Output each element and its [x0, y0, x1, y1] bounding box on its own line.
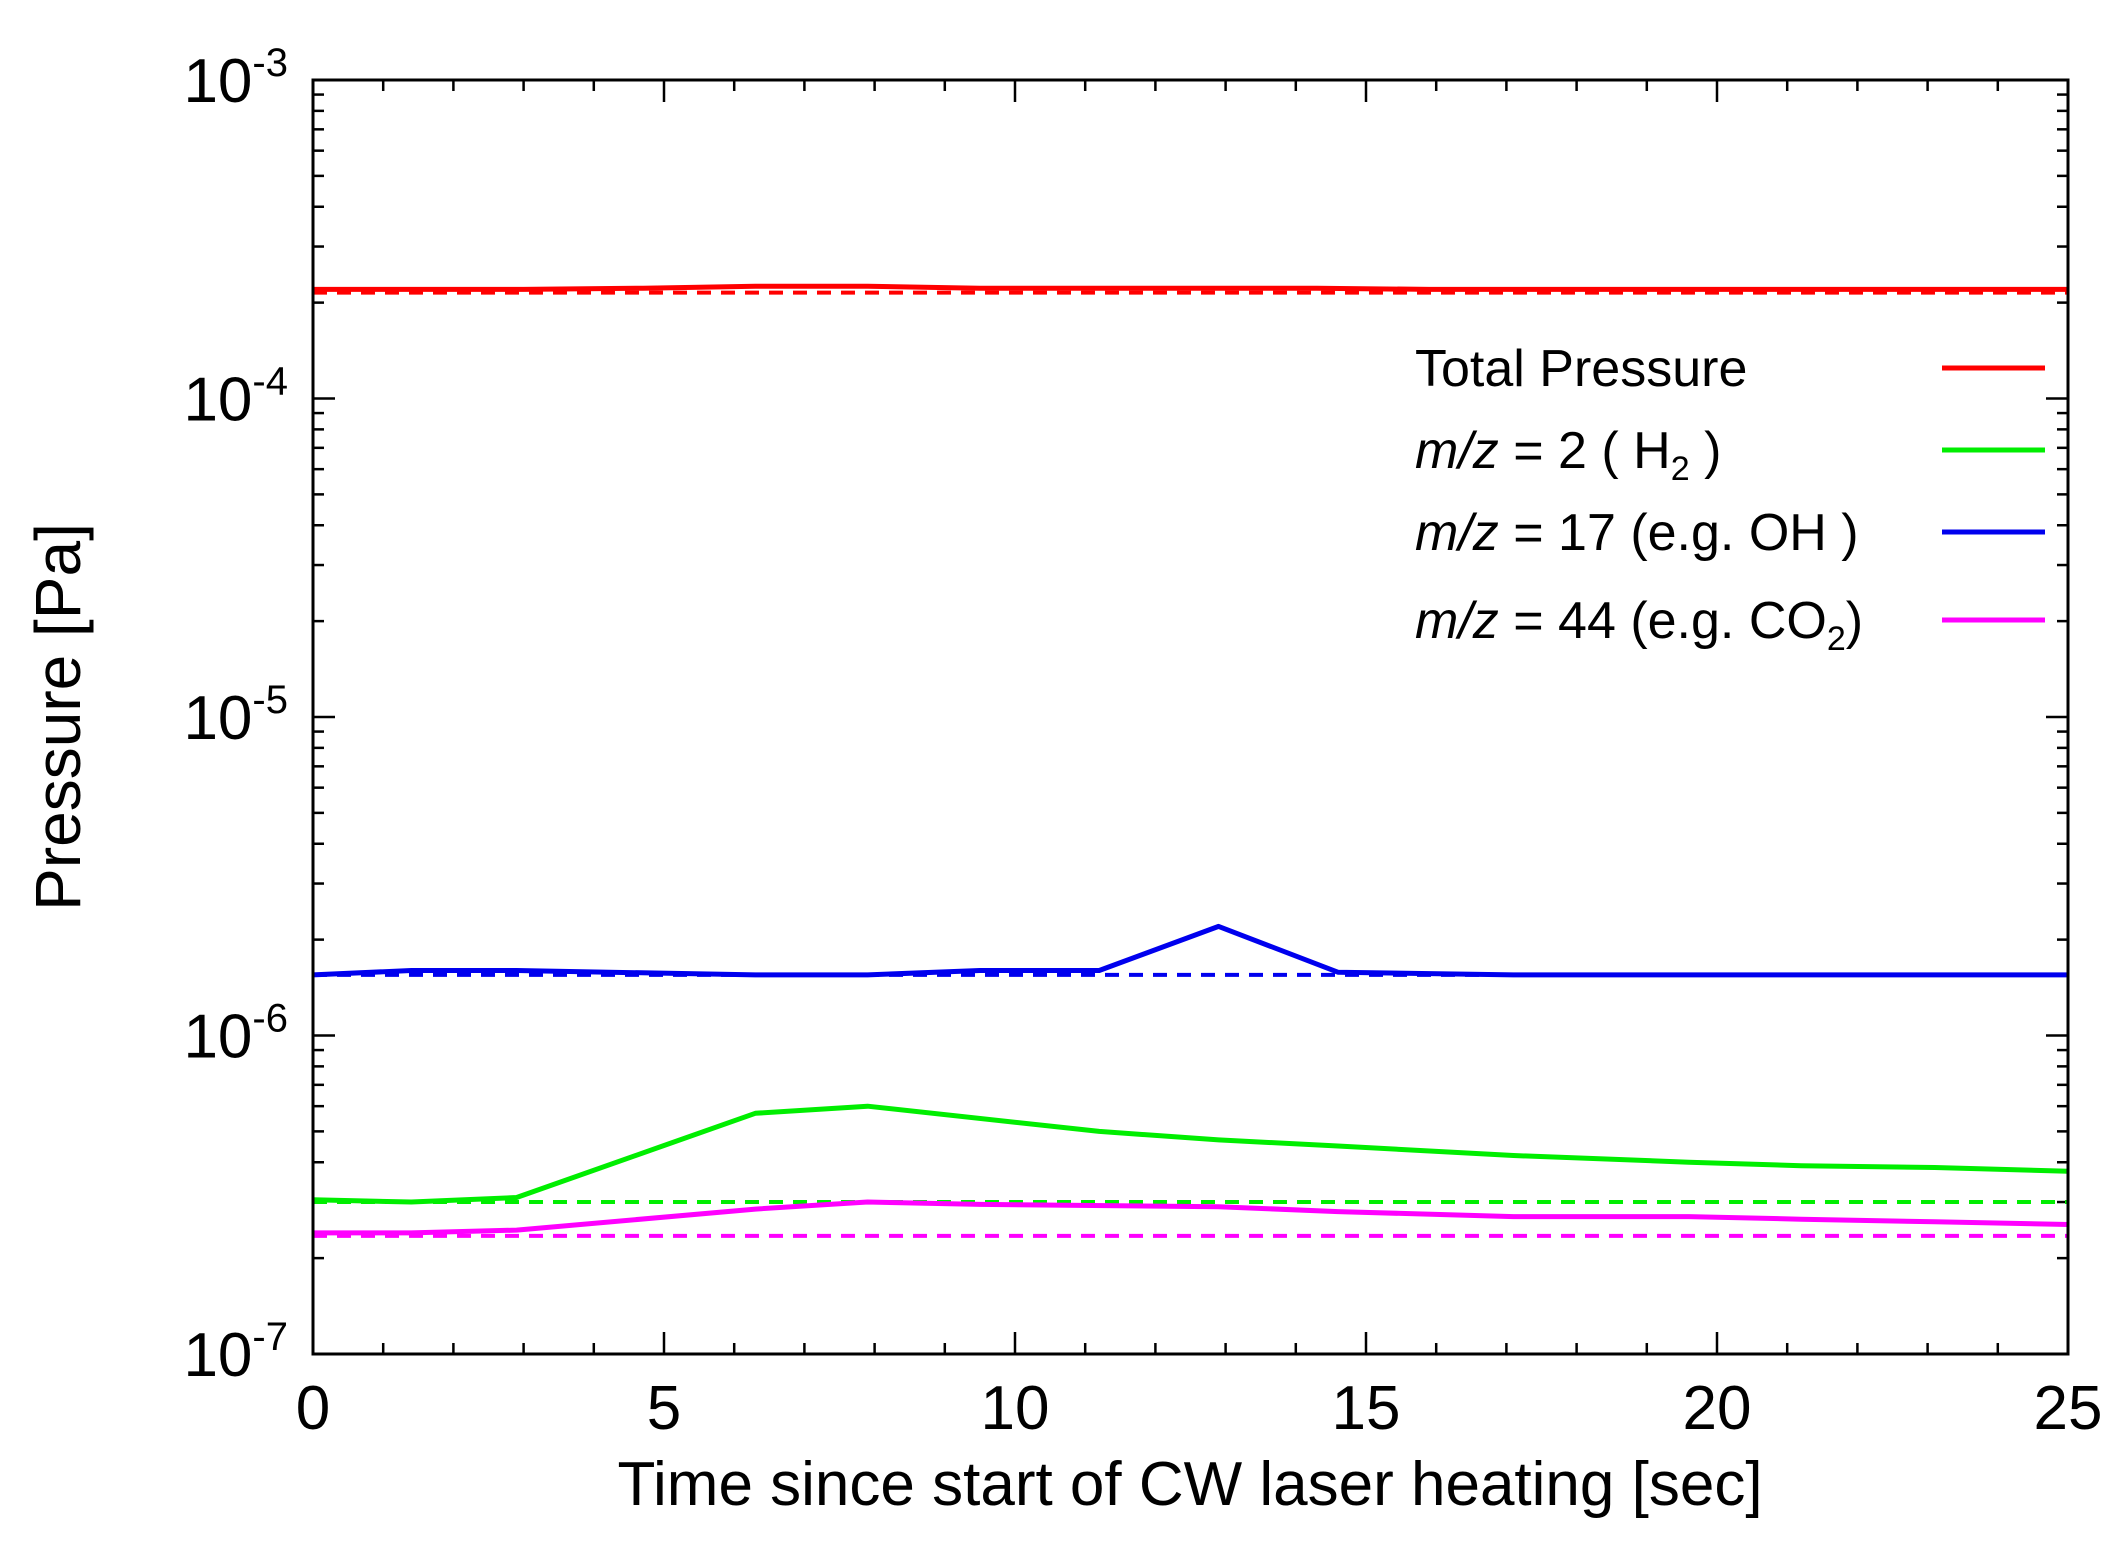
y-tick-label: 10-4	[183, 360, 288, 435]
series-line-m-z-44-e-g-co2	[313, 1199, 2069, 1236]
legend-label-m-z-2-h2: m/z = 2 ( H2 )	[1415, 422, 1721, 488]
y-tick-label: 10-7	[183, 1315, 288, 1390]
x-tick-label: 15	[1332, 1374, 1401, 1443]
y-axis-label: Pressure [Pa]	[22, 523, 94, 911]
y-tick-labels: 10-7 10-6 10-5 10-4 10-3	[183, 41, 288, 1390]
series-line-total-pressure	[313, 283, 2068, 292]
series-line-m-z-2-h2	[312, 1103, 2069, 1205]
series-line-m-z-17-e-g-oh	[312, 923, 2068, 978]
x-tick-label: 0	[296, 1374, 330, 1443]
x-tick-labels: 0 5 10 15 20 25	[296, 1374, 2103, 1443]
legend-label-m-z-17-e-g-oh: m/z = 17 (e.g. OH )	[1415, 504, 1859, 562]
legend: Total Pressure m/z = 2 ( H2 ) m/z = 17 (e.…	[1415, 340, 2045, 658]
plot-frame	[311, 78, 2070, 1356]
legend-label-m-z-44-e-g-co2: m/z = 44 (e.g. CO2)	[1415, 592, 1863, 658]
series-lines	[312, 283, 2069, 1238]
y-tick-label: 10-6	[183, 997, 288, 1072]
x-tick-label: 10	[981, 1374, 1050, 1443]
y-tick-label: 10-3	[183, 41, 288, 116]
x-axis-label: Time since start of CW laser heating [se…	[617, 1450, 1762, 1519]
tick-marks	[311, 78, 2070, 1356]
y-tick-label: 10-5	[183, 678, 288, 753]
legend-label-total-pressure: Total Pressure	[1415, 340, 1747, 398]
x-tick-label: 5	[647, 1374, 681, 1443]
x-tick-label: 20	[1683, 1374, 1752, 1443]
x-tick-label: 25	[2034, 1374, 2103, 1443]
